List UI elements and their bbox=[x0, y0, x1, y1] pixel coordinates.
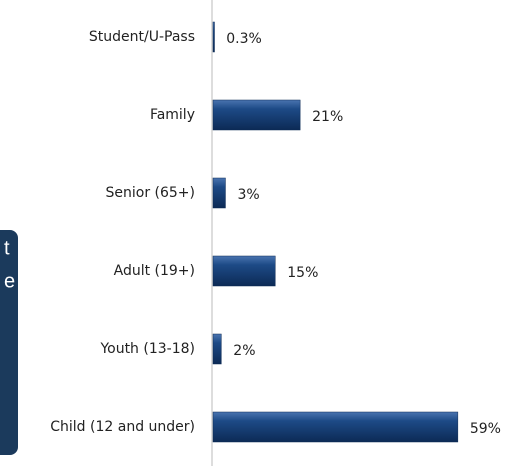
value-label: 15% bbox=[287, 265, 318, 281]
category-label: Family bbox=[150, 107, 195, 123]
category-label: Student/U-Pass bbox=[89, 29, 195, 45]
side-panel: t e bbox=[0, 230, 18, 455]
side-panel-text: e bbox=[4, 270, 15, 292]
category-label: Youth (13-18) bbox=[99, 341, 195, 357]
value-label: 21% bbox=[312, 109, 343, 125]
category-label: Adult (19+) bbox=[114, 263, 195, 279]
side-panel-box bbox=[0, 230, 18, 455]
bar bbox=[212, 411, 459, 443]
value-label: 59% bbox=[470, 421, 501, 437]
bar bbox=[212, 333, 222, 365]
category-label: Senior (65+) bbox=[105, 185, 195, 201]
bar bbox=[212, 21, 215, 53]
category-label: Child (12 and under) bbox=[50, 419, 195, 435]
side-panel-text: t bbox=[4, 237, 10, 259]
bar bbox=[212, 177, 226, 209]
bar bbox=[212, 255, 276, 287]
bar bbox=[212, 99, 301, 131]
value-label: 2% bbox=[233, 343, 255, 359]
value-label: 0.3% bbox=[226, 31, 262, 47]
value-label: 3% bbox=[237, 187, 259, 203]
